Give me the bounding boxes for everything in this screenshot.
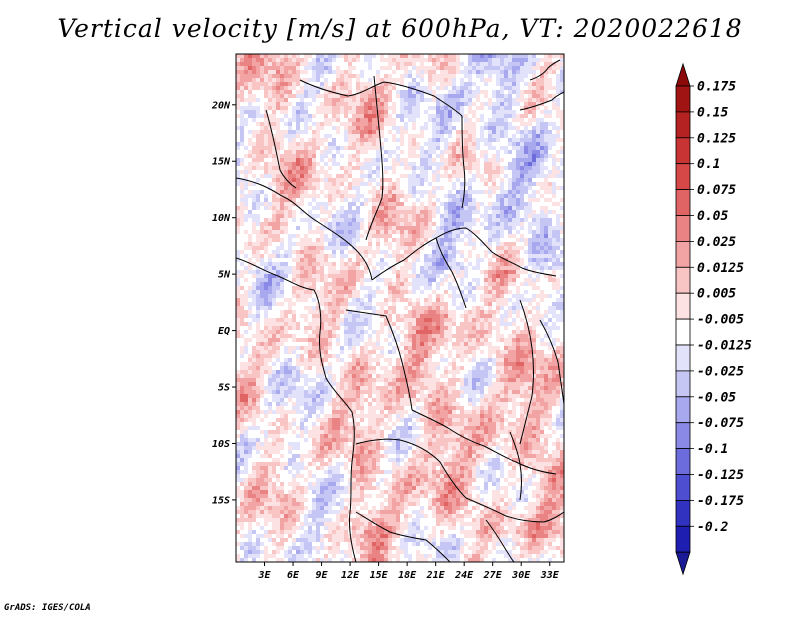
footer-credit: GrADS: IGES/COLA [4,603,91,613]
colorbar-label: 0.1 [697,157,720,172]
x-tick-label: 18E [398,570,417,581]
border-line [345,309,413,411]
border-line [485,519,515,562]
x-tick-label: 12E [341,570,360,581]
colorbar-swatch [675,422,691,450]
colorbar-label: -0.005 [697,313,744,328]
x-tick-label: 6E [287,570,300,581]
x-axis: 3E 6E 9E 12E 15E 18E 21E 24E 27E 30E 33E [257,562,560,581]
colorbar-swatch [675,396,691,424]
colorbar-swatch [675,189,691,216]
x-tick-label: 24E [454,570,474,581]
border-line [529,59,561,81]
border-line [539,319,564,405]
colorbar-label: 0.15 [697,105,728,120]
colorbar-label: -0.05 [697,390,736,405]
y-tick-label: 20N [211,100,231,111]
border-line [236,177,373,281]
border-line [509,431,522,501]
colorbar-swatch [675,137,691,165]
x-tick-label: 15E [370,570,389,581]
y-tick-label: 15S [212,495,230,506]
colorbar-swatch [675,292,691,320]
country-borders [236,59,564,562]
colorbar-label: 0.005 [697,287,736,302]
colorbar-label: 0.0125 [697,261,744,276]
border-line [371,227,557,281]
colorbar-label: -0.2 [697,520,728,535]
x-tick-label: 9E [316,570,329,581]
colorbar-swatch [675,474,691,501]
border-line [435,237,467,309]
border-line [411,409,557,475]
y-tick-label: EQ [218,326,230,337]
colorbar-label: 0.175 [697,80,736,95]
border-line [265,109,297,189]
colorbar-swatch [675,344,691,372]
x-tick-label: 27E [483,570,503,581]
colorbar-swatch [675,240,691,268]
colorbar-swatch [675,370,691,398]
colorbar-swatch [675,525,691,553]
chart-title: Vertical velocity [m/s] at 600hPa, VT: 2… [57,14,743,43]
colorbar-label: -0.075 [697,416,744,431]
colorbar-label: 0.025 [697,235,736,250]
colorbar-swatch [675,85,691,113]
border-line [299,79,466,209]
border-line [355,438,467,499]
x-tick-label: 21E [426,570,446,581]
colorbar-label: -0.125 [697,468,744,483]
colorbar: 0.175 0.15 0.125 0.1 0.075 0.05 0.025 0.0125 0.0… [675,62,752,576]
border-line [365,75,384,241]
y-tick-label: 10S [212,439,230,450]
colorbar-label: -0.0125 [697,339,752,354]
colorbar-swatch [675,499,691,527]
colorbar-swatch [675,111,691,139]
colorbar-label: 0.05 [697,209,728,224]
border-line [355,511,451,562]
y-tick-label: 10N [212,213,231,224]
plot-frame [235,53,565,563]
colorbar-swatch [675,215,691,242]
colorbar-bottom-cap [675,551,691,576]
colorbar-label: 0.075 [697,183,736,198]
coastline [236,257,357,562]
colorbar-swatch [675,448,691,475]
x-tick-label: 33E [540,570,560,581]
colorbar-label: -0.025 [697,364,744,379]
y-axis: 20N 15N 10N 5N EQ 5S 10S 15S [211,100,236,506]
border-line [519,91,564,111]
y-tick-label: 15N [212,157,231,168]
border-line [465,497,564,523]
colorbar-label: -0.1 [697,442,728,457]
colorbar-swatch [675,266,691,294]
x-tick-label: 3E [257,570,271,581]
x-tick-label: 30E [511,570,531,581]
vertical-velocity-field [236,54,564,562]
colorbar-swatch [675,318,691,346]
y-tick-label: 5S [218,383,230,394]
colorbar-swatch [675,163,691,190]
y-tick-label: 5N [218,270,231,281]
border-line [519,299,534,445]
colorbar-label: -0.175 [697,494,744,509]
colorbar-label: 0.125 [697,131,736,146]
colorbar-top-cap [675,62,691,87]
